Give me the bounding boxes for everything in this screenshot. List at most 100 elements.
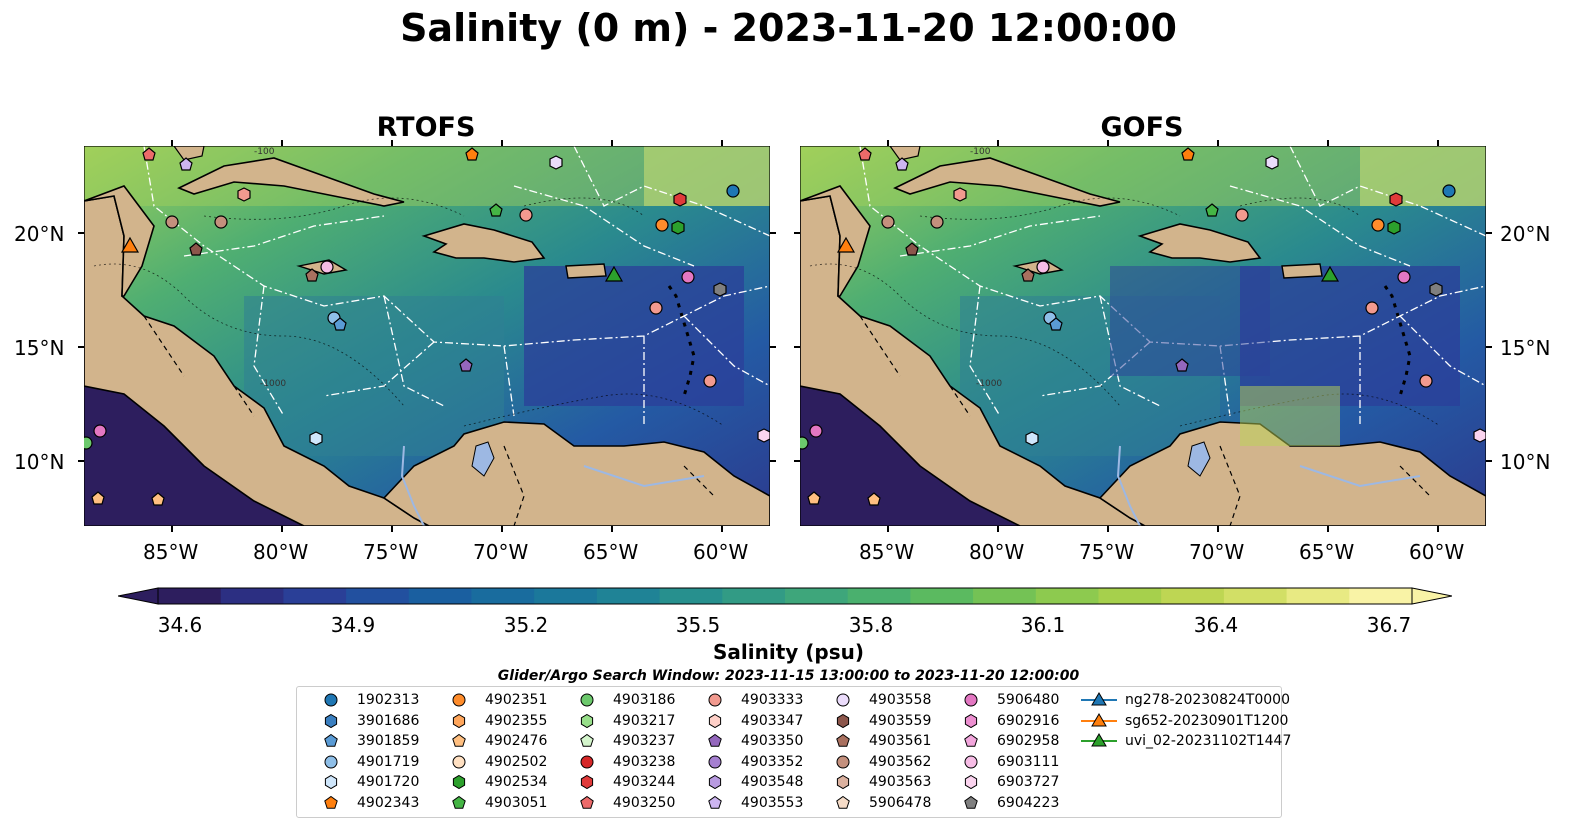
legend-item-label: 4903186 [613,692,676,708]
pentagon-marker-icon [964,795,978,809]
legend-item-label: 4903561 [869,733,932,749]
colorbar-segment [973,588,1037,604]
pentagon-marker-icon [836,733,850,747]
legend-item-label: 4902351 [485,692,548,708]
colorbar-segment [346,588,410,604]
hexagon-marker-icon [580,774,594,790]
pentagon-marker-icon [964,733,978,747]
circle-marker-icon [324,693,338,707]
contour-label: -1000 [260,379,286,389]
colorbar-tick-label: 34.9 [330,613,376,637]
lat-tick-label: 15°N [1500,336,1551,360]
legend-item-label: 4902502 [485,753,548,770]
legend-item-label: 4903562 [869,753,932,770]
colorbar-segment [1161,588,1225,604]
legend-item-label: 4902343 [357,794,420,811]
legend-item-label: uvi_02-20231102T1447 [1125,733,1292,749]
legend-item-label: 6903727 [997,774,1060,790]
legend-item-label: 6904223 [997,794,1060,811]
legend-item-label: 3901686 [357,712,420,729]
legend-item-label: 6902916 [997,712,1060,729]
lat-tick-label: 20°N [14,222,65,246]
legend-item-label: 4901719 [357,753,420,770]
circle-marker-icon [836,693,850,707]
legend-item-label: 4903558 [869,692,932,708]
lat-tick-label: 10°N [1500,450,1551,474]
colorbar-segment [1035,588,1100,604]
lon-tick-label: 75°W [1079,540,1135,564]
legend-item-label: 5906480 [997,692,1060,708]
legend-item-label: 4902534 [485,774,548,790]
lon-tick-label: 60°W [693,540,749,564]
colorbar-segment [785,588,849,604]
pentagon-marker-icon [580,733,594,747]
colorbar-segment [1286,588,1350,604]
colorbar-segment [220,588,284,604]
legend-item-label: 4901720 [357,774,420,790]
map-panel-rtofs: -100 -1000 [84,146,770,526]
legend-item-label: 4903563 [869,774,932,790]
legend: 1902313 3901686 3901859 4901719 4901720 49023… [296,686,1291,818]
colorbar-segment [596,588,661,604]
circle-marker-icon [452,755,466,768]
colorbar-segment [1223,588,1288,604]
legend-item-label: 6902958 [997,733,1060,749]
circle-marker-icon [452,693,466,707]
circle-marker-icon [836,755,850,768]
legend-item-label: 4903217 [613,712,676,729]
figure-title: Salinity (0 m) - 2023-11-20 12:00:00 [400,6,1177,50]
hexagon-marker-icon [836,774,850,790]
legend-item-label: 4903238 [613,753,676,770]
lon-tick-label: 70°W [1189,540,1245,564]
contour-label: -100 [254,147,275,157]
pentagon-marker-icon [580,795,594,809]
legend-item-label: 4903347 [741,712,804,729]
lon-tick-label: 80°W [253,540,309,564]
circle-marker-icon [708,755,722,768]
circle-marker-icon [580,755,594,768]
hexagon-marker-icon [580,713,594,728]
colorbar-segment [534,588,598,604]
pentagon-marker-icon [708,733,722,747]
colorbar-tick-label: 34.6 [157,613,203,637]
legend-item-label: 4902355 [485,712,548,729]
lat-tick-label: 15°N [14,336,65,360]
lon-tick-label: 85°W [143,540,199,564]
lon-tick-label: 80°W [969,540,1025,564]
colorbar-tick-label: 35.8 [848,613,894,637]
pentagon-marker-icon [324,795,338,809]
colorbar-segment [722,588,786,604]
colorbar-tick-label: 36.4 [1193,613,1239,637]
lat-tick-label: 10°N [14,450,65,474]
hexagon-marker-icon [964,774,978,790]
pentagon-marker-icon [452,733,466,747]
contour-label: -100 [970,147,991,157]
circle-marker-icon [964,755,978,768]
map-panel-gofs: -100 -1000 [800,146,1486,526]
legend-item-label: sg652-20230901T1200 [1125,712,1289,729]
colorbar-segment [471,588,535,604]
pentagon-marker-icon [324,733,338,747]
circle-marker-icon [324,755,338,768]
legend-item-label: 3901859 [357,733,420,749]
pentagon-marker-icon [708,795,722,809]
legend-item-label: 4903548 [741,774,804,790]
legend-item-label: 4903559 [869,712,932,729]
lon-tick-label: 75°W [363,540,419,564]
hexagon-marker-icon [324,713,338,728]
colorbar-segment [1098,588,1162,604]
colorbar-segment [847,588,911,604]
circle-marker-icon [708,693,722,707]
legend-item-label: 6903111 [997,753,1060,770]
colorbar-segment [1349,588,1413,604]
hexagon-marker-icon [708,774,722,790]
colorbar-segment [408,588,473,604]
legend-item-label: 4902476 [485,733,548,749]
legend-item-label: 4903051 [485,794,548,811]
legend-item-label: 4903244 [613,774,676,790]
lon-tick-label: 65°W [583,540,639,564]
legend-item-label: 4903352 [741,753,804,770]
colorbar [118,587,1452,605]
colorbar-tick-label: 36.7 [1366,613,1412,637]
